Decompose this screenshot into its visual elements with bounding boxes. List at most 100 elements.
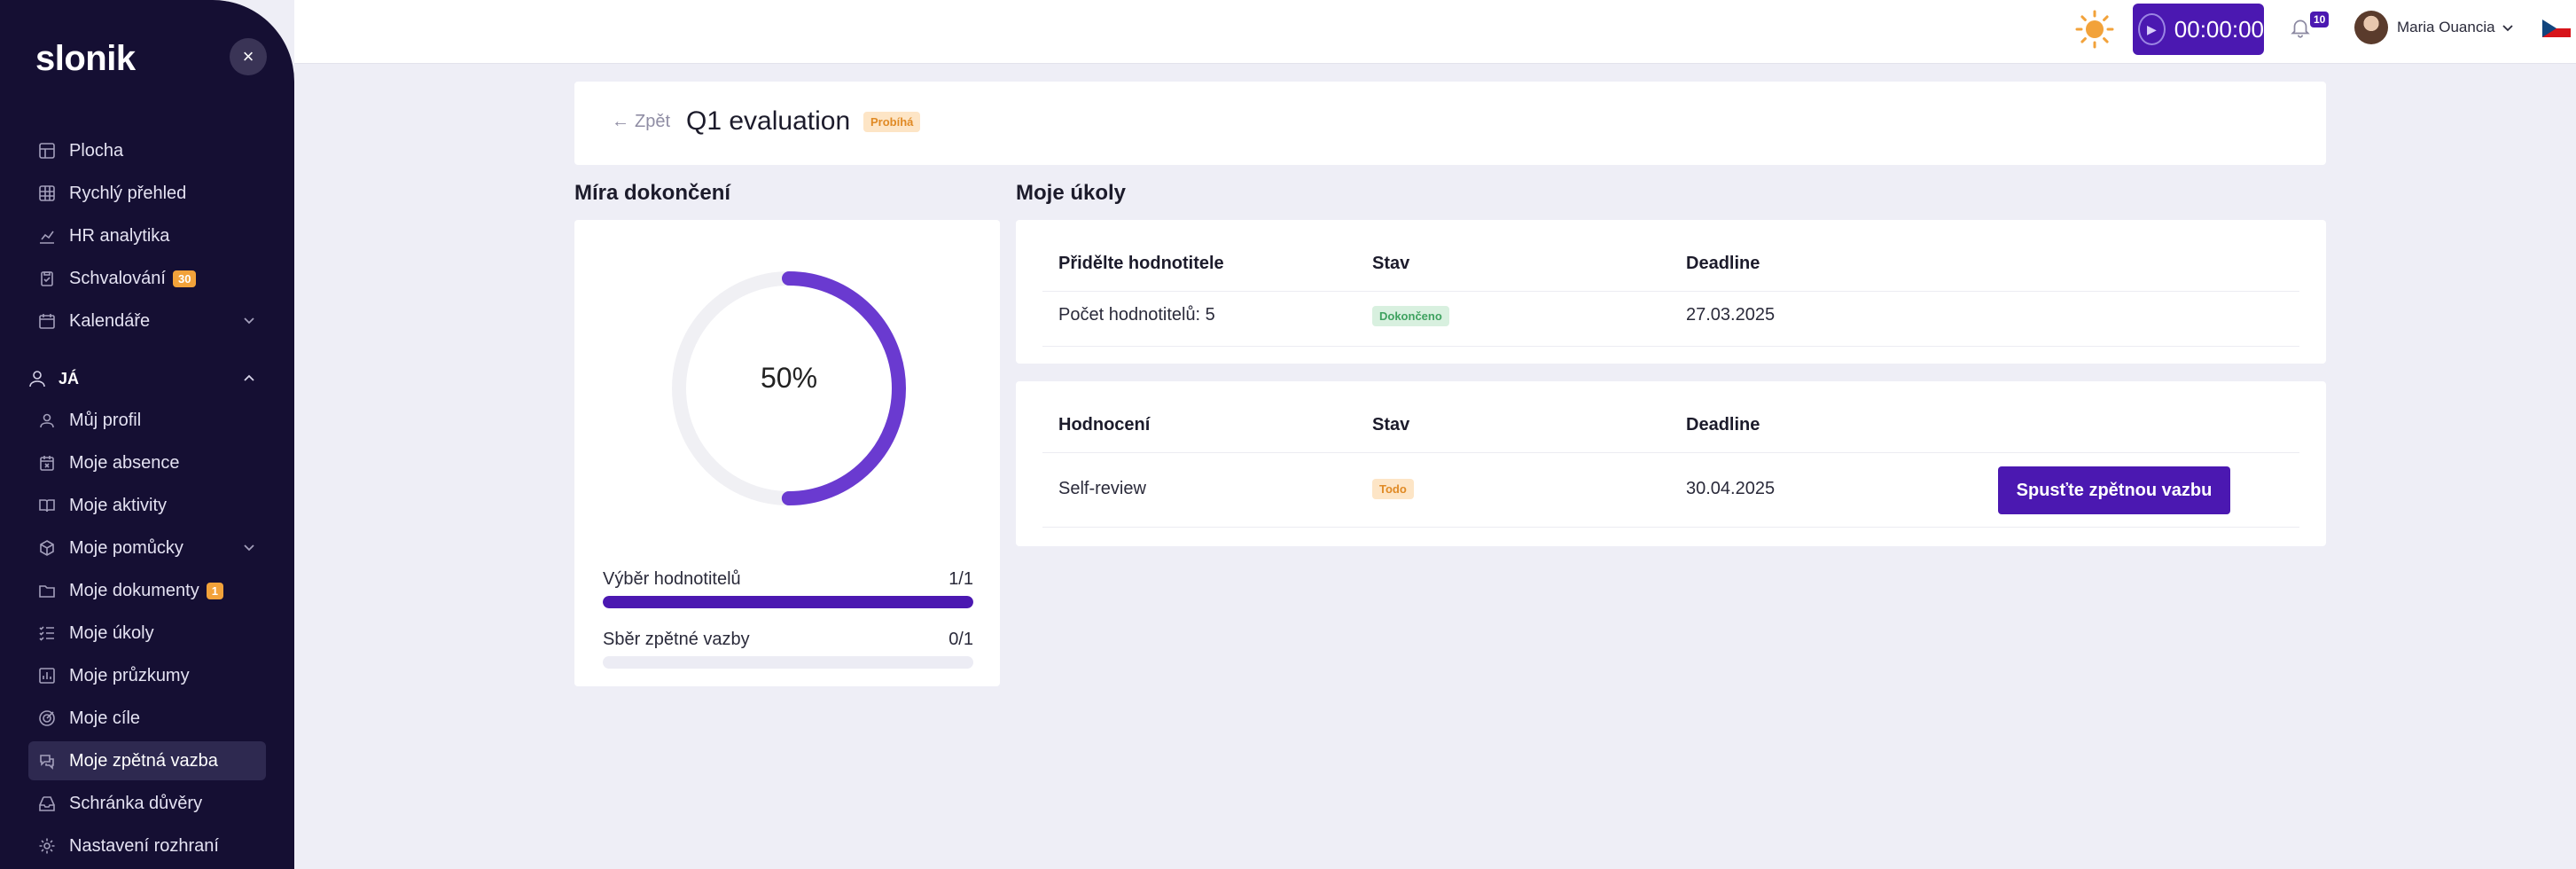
sidebar-item-hr-analytika[interactable]: HR analytika bbox=[28, 216, 266, 255]
sidebar-item-label: Moje cíle bbox=[69, 708, 141, 728]
sidebar-item-label: Schránka důvěry bbox=[69, 793, 203, 813]
column-header: Hodnocení bbox=[1058, 415, 1151, 434]
status-badge: Dokončeno bbox=[1372, 306, 1449, 326]
start-feedback-button[interactable]: Spusťte zpětnou vazbu bbox=[1998, 466, 2230, 514]
user-icon bbox=[37, 411, 57, 430]
bell-icon[interactable] bbox=[2289, 16, 2312, 39]
chevron-down-icon bbox=[244, 544, 254, 552]
cube-icon bbox=[37, 538, 57, 558]
sidebar-item-moje-pruzkumy[interactable]: Moje průzkumy bbox=[28, 656, 266, 695]
sidebar-item-label: Schvalování bbox=[69, 268, 166, 288]
sidebar-item-plocha[interactable]: Plocha bbox=[28, 131, 266, 170]
sidebar-item-nastaveni-rozhrani[interactable]: Nastavení rozhraní bbox=[28, 826, 266, 865]
layout-icon bbox=[37, 141, 57, 160]
sidebar-item-label: Moje úkoly bbox=[69, 622, 154, 643]
completion-donut bbox=[672, 271, 906, 505]
sidebar-item-label: Moje pomůcky bbox=[69, 537, 183, 558]
survey-icon bbox=[37, 666, 57, 685]
status-badge: Todo bbox=[1372, 479, 1414, 499]
sidebar-item-moje-aktivity[interactable]: Moje aktivity bbox=[28, 486, 266, 525]
gear-icon bbox=[37, 836, 57, 856]
chevron-down-icon bbox=[244, 317, 254, 325]
sidebar-item-label: Plocha bbox=[69, 140, 124, 160]
calendar-icon bbox=[37, 311, 57, 331]
clipboard-icon bbox=[37, 269, 57, 288]
timer-button[interactable]: ▶ 00:00:00 bbox=[2133, 4, 2264, 55]
progress-value: 0/1 bbox=[948, 630, 973, 649]
progress-value: 1/1 bbox=[948, 569, 973, 589]
column-header: Přidělte hodnotitele bbox=[1058, 254, 1224, 273]
chart-icon bbox=[37, 226, 57, 246]
sidebar-item-label: Můj profil bbox=[69, 410, 142, 430]
sidebar-item-schranka-duvery[interactable]: Schránka důvěry bbox=[28, 784, 266, 823]
folder-icon bbox=[37, 581, 57, 600]
sidebar-item-label: Kalendáře bbox=[69, 310, 151, 331]
back-label: Zpět bbox=[635, 112, 671, 131]
user-name[interactable]: Maria Ouancia bbox=[2397, 19, 2495, 35]
page-title: Q1 evaluation bbox=[686, 106, 851, 136]
header-card: ← Zpět Q1 evaluation Probíhá bbox=[574, 82, 2326, 165]
inbox-icon bbox=[37, 794, 57, 813]
sidebar-item-schvalovani[interactable]: Schvalování 30 bbox=[28, 259, 266, 298]
sidebar-item-label: Moje dokumenty bbox=[69, 580, 199, 600]
timer-value: 00:00:00 bbox=[2174, 15, 2264, 43]
book-icon bbox=[37, 496, 57, 515]
divider bbox=[1042, 291, 2299, 292]
czech-flag-icon[interactable] bbox=[2542, 20, 2571, 37]
sidebar-item-label: Rychlý přehled bbox=[69, 183, 187, 203]
sidebar-item-moje-zpetna-vazba[interactable]: Moje zpětná vazba bbox=[28, 741, 266, 780]
sidebar: slonik × Plocha Rychlý přehled HR analyt… bbox=[0, 0, 294, 869]
sidebar-item-moje-cile[interactable]: Moje cíle bbox=[28, 699, 266, 738]
sidebar-item-kalendare[interactable]: Kalendáře bbox=[28, 301, 266, 341]
progress-fill bbox=[603, 596, 973, 608]
grid-icon bbox=[37, 184, 57, 203]
deadline: 30.04.2025 bbox=[1686, 479, 1776, 498]
list-check-icon bbox=[37, 623, 57, 643]
calendar-x-icon bbox=[37, 453, 57, 473]
column-header: Stav bbox=[1372, 254, 1410, 273]
sidebar-item-label: HR analytika bbox=[69, 225, 170, 246]
sidebar-item-muj-profil[interactable]: Můj profil bbox=[28, 401, 266, 440]
tasks-title: Moje úkoly bbox=[1016, 181, 1127, 205]
completion-title: Míra dokončení bbox=[574, 181, 731, 205]
sidebar-item-label: Moje aktivity bbox=[69, 495, 168, 515]
arrow-left-icon: ← bbox=[612, 112, 629, 131]
progress-label: Sběr zpětné vazby bbox=[603, 630, 750, 649]
chevron-down-icon[interactable] bbox=[2500, 20, 2516, 35]
chevron-up-icon bbox=[244, 374, 254, 381]
sidebar-item-moje-ukoly[interactable]: Moje úkoly bbox=[28, 614, 266, 653]
section-label: JÁ bbox=[59, 369, 80, 388]
chat-icon bbox=[37, 751, 57, 771]
column-header: Deadline bbox=[1686, 415, 1760, 434]
task-name: Self-review bbox=[1058, 479, 1146, 498]
progress-row: Výběr hodnotitelů 1/1 bbox=[603, 569, 973, 608]
sidebar-item-moje-pomucky[interactable]: Moje pomůcky bbox=[28, 528, 266, 568]
sidebar-item-label: Nastavení rozhraní bbox=[69, 835, 219, 856]
sidebar-item-moje-absence[interactable]: Moje absence bbox=[28, 443, 266, 482]
sidebar-item-rychly-prehled[interactable]: Rychlý přehled bbox=[28, 174, 266, 213]
donut-progress-arc bbox=[672, 271, 906, 505]
count-badge: 1 bbox=[206, 582, 223, 599]
column-header: Deadline bbox=[1686, 254, 1760, 273]
back-link[interactable]: ← Zpět bbox=[612, 112, 670, 132]
progress-label: Výběr hodnotitelů bbox=[603, 569, 741, 589]
sidebar-item-moje-dokumenty[interactable]: Moje dokumenty 1 bbox=[28, 571, 266, 610]
evaluation-card: Hodnocení Stav Deadline Self-review Todo… bbox=[1016, 381, 2326, 546]
sidebar-item-label: Moje zpětná vazba bbox=[69, 750, 218, 771]
progress-row: Sběr zpětné vazby 0/1 bbox=[603, 630, 973, 669]
notification-badge: 10 bbox=[2310, 12, 2330, 27]
target-icon bbox=[37, 709, 57, 728]
logo: slonik bbox=[35, 39, 136, 78]
close-sidebar-button[interactable]: × bbox=[230, 38, 267, 75]
deadline: 27.03.2025 bbox=[1686, 305, 1776, 325]
status-badge: Probíhá bbox=[863, 112, 921, 132]
avatar[interactable] bbox=[2354, 11, 2388, 44]
sidebar-item-label: Moje absence bbox=[69, 452, 180, 473]
divider bbox=[1042, 527, 2299, 528]
close-icon: × bbox=[242, 45, 254, 67]
progress-track bbox=[603, 596, 973, 608]
sun-icon[interactable] bbox=[2074, 9, 2115, 50]
section-me-header[interactable]: JÁ bbox=[27, 361, 266, 396]
completion-card: 50% Výběr hodnotitelů 1/1 Sběr zpětné va… bbox=[574, 220, 1000, 686]
divider bbox=[1042, 346, 2299, 347]
